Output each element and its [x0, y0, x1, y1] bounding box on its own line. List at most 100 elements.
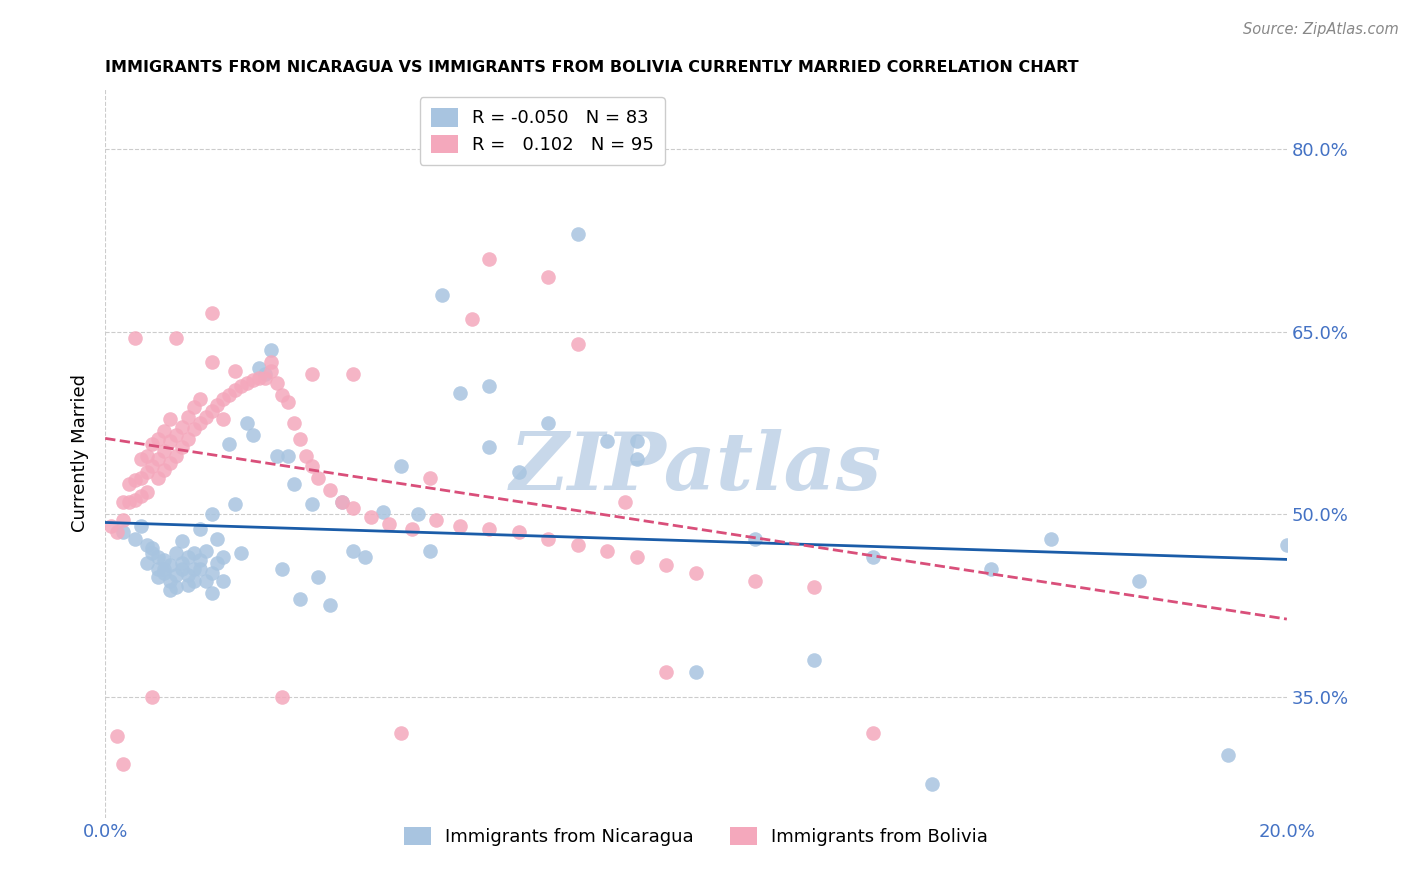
Point — [425, 513, 447, 527]
Point — [236, 416, 259, 430]
Text: ZIPatlas: ZIPatlas — [510, 429, 882, 507]
Point — [100, 519, 122, 533]
Point — [194, 574, 217, 589]
Point — [1039, 532, 1062, 546]
Point — [478, 522, 501, 536]
Point — [200, 566, 222, 580]
Y-axis label: Currently Married: Currently Married — [72, 375, 89, 533]
Point — [165, 449, 187, 463]
Point — [183, 574, 205, 589]
Point — [655, 665, 678, 680]
Point — [129, 489, 152, 503]
Point — [183, 562, 205, 576]
Point — [124, 331, 146, 345]
Point — [242, 428, 264, 442]
Point — [862, 549, 884, 564]
Point — [371, 505, 394, 519]
Point — [342, 501, 364, 516]
Point — [537, 532, 560, 546]
Point — [183, 422, 205, 436]
Point — [253, 368, 276, 382]
Point — [389, 458, 412, 473]
Point — [148, 570, 170, 584]
Point — [330, 495, 353, 509]
Point — [626, 549, 648, 564]
Point — [212, 574, 235, 589]
Point — [153, 562, 176, 576]
Point — [159, 558, 181, 573]
Point — [141, 458, 163, 473]
Point — [319, 599, 342, 613]
Point — [200, 306, 222, 320]
Point — [129, 471, 152, 485]
Point — [229, 379, 252, 393]
Point — [135, 465, 157, 479]
Point — [212, 412, 235, 426]
Point — [271, 690, 294, 704]
Point — [118, 476, 141, 491]
Point — [188, 553, 211, 567]
Point — [236, 376, 259, 390]
Point — [105, 525, 128, 540]
Point — [183, 400, 205, 414]
Point — [153, 425, 176, 439]
Point — [921, 777, 943, 791]
Point — [537, 416, 560, 430]
Point — [626, 452, 648, 467]
Point — [165, 428, 187, 442]
Point — [259, 363, 281, 377]
Point — [153, 566, 176, 580]
Point — [277, 449, 299, 463]
Point — [271, 562, 294, 576]
Point — [159, 574, 181, 589]
Point — [319, 483, 342, 497]
Point — [207, 532, 229, 546]
Point — [153, 444, 176, 458]
Point — [194, 409, 217, 424]
Point — [165, 331, 187, 345]
Point — [165, 568, 187, 582]
Point — [508, 465, 530, 479]
Point — [283, 476, 305, 491]
Point — [567, 538, 589, 552]
Point — [207, 556, 229, 570]
Point — [744, 532, 766, 546]
Point — [360, 509, 382, 524]
Point — [111, 513, 134, 527]
Point — [685, 665, 707, 680]
Point — [508, 525, 530, 540]
Point — [419, 543, 441, 558]
Point — [253, 371, 276, 385]
Point — [148, 432, 170, 446]
Point — [803, 580, 825, 594]
Point — [188, 562, 211, 576]
Point — [478, 252, 501, 266]
Point — [148, 452, 170, 467]
Point — [596, 543, 619, 558]
Point — [170, 562, 193, 576]
Point — [478, 440, 501, 454]
Point — [148, 549, 170, 564]
Point — [330, 495, 353, 509]
Point — [183, 546, 205, 560]
Point — [148, 471, 170, 485]
Point — [124, 532, 146, 546]
Point — [242, 373, 264, 387]
Point — [288, 592, 311, 607]
Point — [295, 449, 318, 463]
Point — [301, 498, 323, 512]
Point — [224, 383, 246, 397]
Point — [153, 463, 176, 477]
Legend: R = -0.050   N = 83, R =   0.102   N = 95: R = -0.050 N = 83, R = 0.102 N = 95 — [420, 97, 665, 165]
Point — [655, 558, 678, 573]
Point — [271, 388, 294, 402]
Point — [188, 522, 211, 536]
Point — [188, 416, 211, 430]
Point — [177, 432, 200, 446]
Point — [744, 574, 766, 589]
Point — [408, 507, 430, 521]
Point — [177, 578, 200, 592]
Point — [177, 568, 200, 582]
Point — [307, 570, 329, 584]
Point — [567, 227, 589, 242]
